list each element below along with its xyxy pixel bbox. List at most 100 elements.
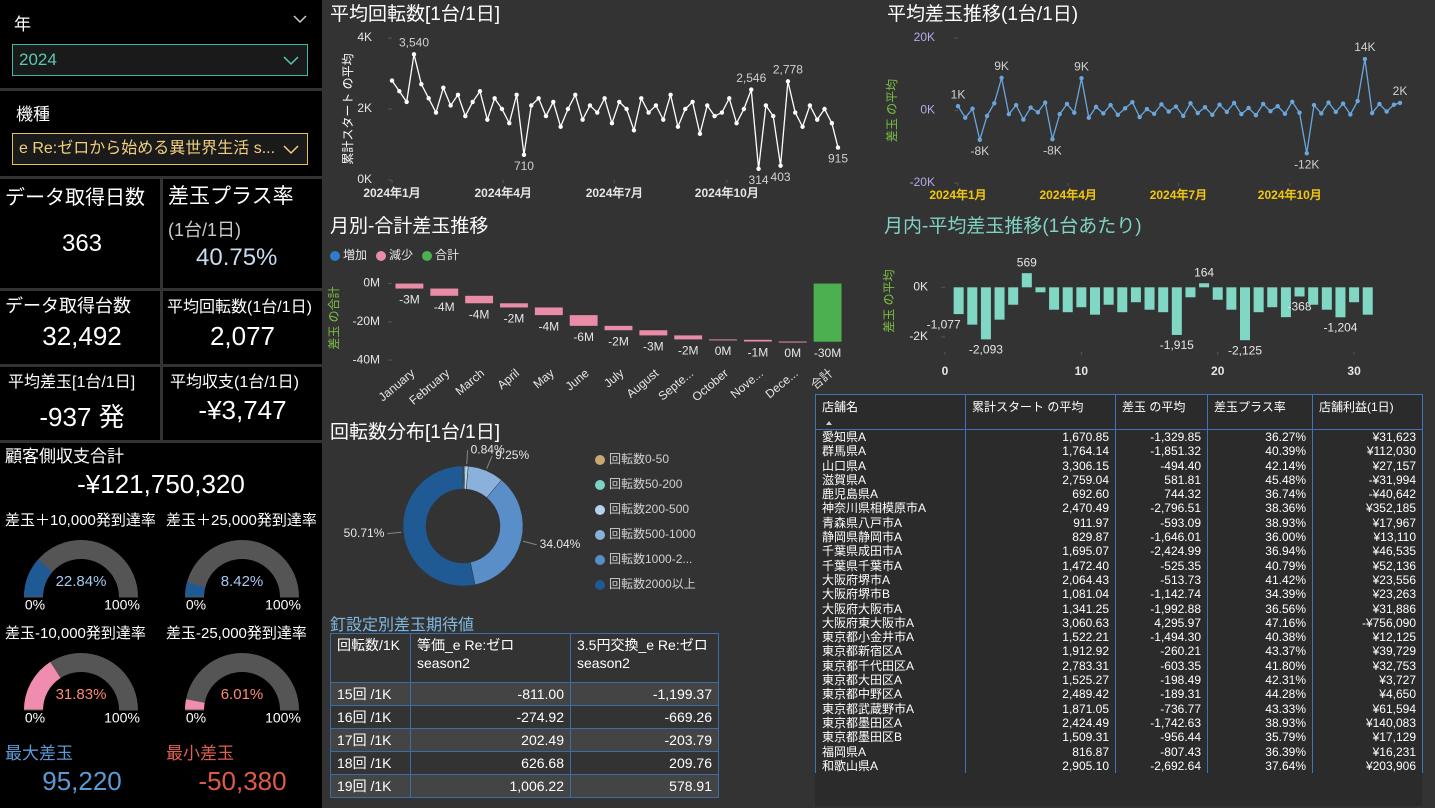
legend-label: 増加 [343, 248, 367, 262]
table-cell: ¥16,231 [1312, 744, 1423, 759]
table-cell: ¥23,263 [1312, 587, 1423, 602]
marker [1260, 101, 1266, 107]
table-cell: 36.74% [1207, 487, 1313, 502]
gauge-tick-label: 0% [186, 597, 206, 613]
bar [1212, 287, 1223, 300]
table-cell: 38.93% [1207, 515, 1313, 531]
table-cell: 2,489.42 [965, 687, 1116, 702]
table-cell: 福岡県A [815, 744, 966, 759]
leader-line [522, 540, 537, 546]
table-cell: ¥13,110 [1312, 530, 1423, 545]
marker [1282, 111, 1288, 116]
bar [1335, 287, 1346, 318]
leader-line [466, 450, 469, 465]
marker [1195, 110, 1200, 116]
marker [661, 117, 666, 122]
marker [419, 81, 424, 87]
table-cell: 東京都中野区A [815, 687, 966, 702]
column-header: 店舗名 [815, 394, 966, 430]
table-cell: 911.97 [965, 515, 1116, 531]
bar [1103, 287, 1114, 305]
y-tick-label: 4K [357, 30, 372, 44]
column-header: 3.5円交換_e Re:ゼロ season2 [570, 633, 719, 683]
y-tick-label: 0K [920, 103, 935, 117]
x-tick-label: October [689, 366, 731, 404]
data-label: 314 [749, 173, 769, 187]
table-cell: 鹿児島県A [815, 487, 966, 502]
table-cell: 43.37% [1207, 644, 1313, 659]
marker [1297, 110, 1302, 115]
data-label: 34.04% [540, 537, 581, 551]
marker [441, 85, 446, 90]
table-cell: -2,796.51 [1115, 501, 1208, 516]
marker [602, 96, 607, 101]
bar [953, 287, 964, 315]
table-cell: ¥46,535 [1312, 544, 1423, 559]
gauge-value: 6.01% [221, 686, 264, 703]
model-dropdown[interactable]: e Re:ゼロから始める異世界生活 s... [12, 133, 308, 165]
marker [433, 110, 439, 115]
pie-slice [470, 479, 524, 586]
year-value: 2024 [19, 50, 57, 69]
marker [1311, 102, 1317, 108]
table-cell: 2,064.43 [965, 572, 1116, 588]
table-cell: 17回 /1K [330, 728, 411, 752]
table-cell: 42.14% [1207, 458, 1313, 473]
data-label: 164 [1194, 265, 1214, 279]
y-tick-label: 2K [357, 101, 372, 115]
y-tick-label: -20K [910, 175, 935, 189]
data-label: -1,077 [927, 317, 961, 331]
x-tick-label: June [563, 366, 592, 394]
column-header: 差玉 の平均 [1115, 394, 1208, 430]
legend-marker [376, 251, 386, 261]
card-label: 平均収支(1台/1日) [170, 374, 299, 391]
data-label: 915 [828, 152, 848, 166]
leader-line [486, 455, 493, 469]
card-value: -937 発 [39, 402, 125, 432]
table-cell: -1,329.85 [1115, 429, 1208, 445]
marker [815, 117, 820, 122]
year-dropdown[interactable]: 2024 [12, 44, 308, 76]
marker [785, 79, 791, 84]
marker [463, 113, 468, 119]
x-tick-label: Septe... [655, 366, 696, 403]
table-cell: ¥3,727 [1312, 673, 1423, 688]
bar [604, 325, 633, 331]
chart-title: 平均差玉推移(1台/1日) [887, 3, 1078, 25]
chart-title: 平均回転数[1台/1日] [330, 3, 500, 25]
marker [470, 99, 475, 105]
collapse-icon[interactable] [293, 14, 307, 24]
marker [778, 163, 783, 168]
table-row: 大阪府東大阪市A 3,060.63 4,295.97 47.16% -¥756,090 [815, 615, 1423, 631]
marker [690, 99, 695, 105]
card-value: 95,220 [42, 766, 122, 796]
table-cell: 1,871.05 [965, 701, 1116, 716]
legend-label: 回転数500-1000 [609, 526, 696, 541]
table-cell: 東京都新宿区A [815, 644, 966, 659]
marker [1253, 113, 1259, 118]
bar [1049, 287, 1060, 310]
table-cell: 東京都墨田区A [815, 715, 966, 731]
marker [955, 103, 961, 109]
table-cell: -¥40,642 [1312, 487, 1423, 502]
table-cell: ¥27,157 [1312, 458, 1423, 473]
legend-label: 合計 [435, 247, 459, 262]
table-cell: -2,692.64 [1115, 758, 1208, 774]
data-label: -30M [814, 346, 841, 360]
marker [697, 131, 703, 137]
marker [477, 89, 483, 94]
table-cell: 43.33% [1207, 701, 1313, 716]
x-tick-label: 2024年1月 [363, 185, 420, 200]
y-axis-title: 差玉 の合計 [326, 286, 341, 349]
gauge-fill [23, 559, 53, 597]
bar [813, 283, 842, 342]
table-row: 大阪府大阪市A 1,341.25 -1,992.88 36.56% ¥31,886 [815, 601, 1423, 616]
table-cell: -593.09 [1115, 515, 1208, 531]
marker [1151, 111, 1157, 116]
table-row: 16回 /1K -274.92 -669.26 [330, 705, 719, 729]
marker [631, 128, 637, 133]
bar [743, 339, 772, 342]
table-cell: -1,199.37 [570, 682, 719, 706]
line [957, 58, 1401, 154]
pie-slice [402, 465, 476, 587]
